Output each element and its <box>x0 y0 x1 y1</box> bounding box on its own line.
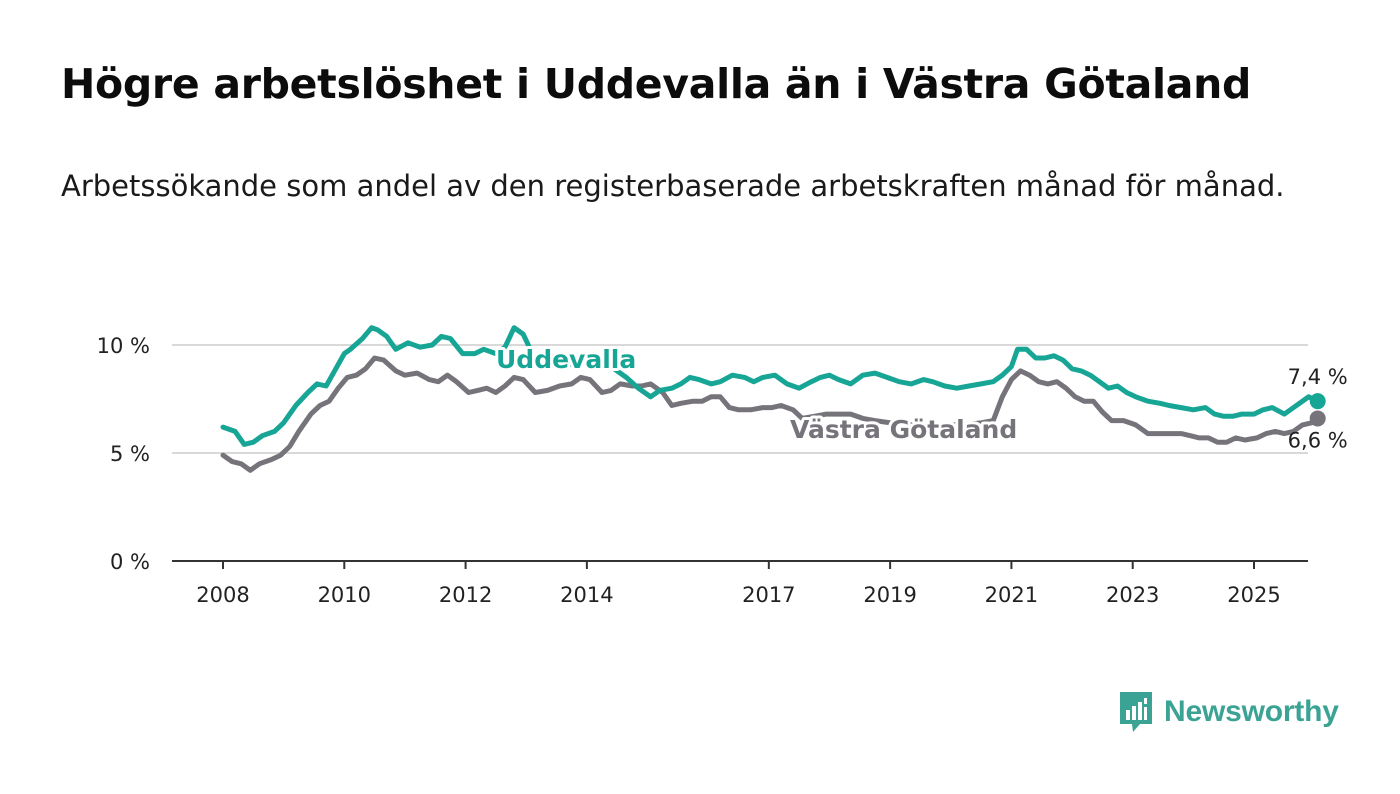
logo-text: Newsworthy <box>1164 695 1339 728</box>
x-tick-label: 2014 <box>560 583 613 607</box>
x-tick-label: 2017 <box>742 583 795 607</box>
series-label-uddevalla: Uddevalla <box>496 345 636 374</box>
x-tick-label: 2019 <box>863 583 916 607</box>
end-point-vastra_gotaland <box>1309 410 1326 427</box>
y-tick-label: 5 % <box>110 442 150 466</box>
series-labels: 7,4 % 6,6 % Uddevalla Västra Götaland <box>493 342 1348 452</box>
series-lines <box>220 325 1326 473</box>
x-axis-ticks: 2008 2010 2012 2014 2017 2019 2021 2023 2025 <box>196 561 1281 607</box>
x-tick-label: 2012 <box>439 583 492 607</box>
y-tick-label: 0 % <box>110 550 150 574</box>
end-point-uddevalla <box>1309 393 1326 410</box>
x-tick-label: 2008 <box>196 583 249 607</box>
chart-title: Högre arbetslöshet i Uddevalla än i Väst… <box>61 60 1252 108</box>
y-axis-ticks: 0 % 5 % 10 % <box>97 334 150 574</box>
x-tick-label: 2010 <box>318 583 371 607</box>
grid-lines <box>172 344 1308 454</box>
x-tick-label: 2025 <box>1227 583 1280 607</box>
series-label-vastra_gotaland: Västra Götaland <box>790 415 1017 444</box>
bar-chart-speech-bubble-icon <box>1120 692 1152 732</box>
x-tick-label: 2021 <box>985 583 1038 607</box>
series-line-uddevalla <box>220 325 1321 447</box>
x-tick-label: 2023 <box>1106 583 1159 607</box>
y-tick-label: 10 % <box>97 334 150 358</box>
end-value-label-uddevalla: 7,4 % <box>1288 365 1348 389</box>
series-line-vastra_gotaland <box>220 355 1321 473</box>
chart-subtitle: Arbetssökande som andel av den registerb… <box>61 169 1285 203</box>
newsworthy-logo: Newsworthy <box>1118 690 1339 734</box>
end-value-label-vastra_gotaland: 6,6 % <box>1288 428 1348 452</box>
